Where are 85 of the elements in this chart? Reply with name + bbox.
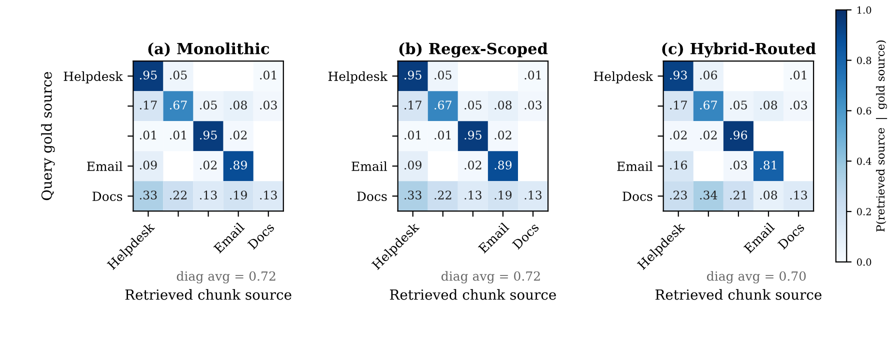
data-label: .02 bbox=[670, 130, 687, 140]
data-label: .13 bbox=[464, 190, 482, 200]
data-label: .81 bbox=[760, 160, 776, 170]
data-label: .95 bbox=[140, 70, 157, 80]
color-bar-label: 0.6 bbox=[856, 107, 872, 115]
y-tick-label: Docs bbox=[92, 192, 122, 202]
data-label: .03 bbox=[524, 100, 542, 110]
data-label: .23 bbox=[670, 190, 687, 200]
color-bar-label: 0.8 bbox=[856, 56, 872, 64]
data-label: .34 bbox=[700, 190, 718, 200]
data-label: .09 bbox=[140, 160, 157, 170]
data-label: .05 bbox=[170, 70, 187, 80]
data-label: .96 bbox=[730, 130, 748, 140]
data-label: .03 bbox=[790, 100, 808, 110]
data-label: .95 bbox=[200, 130, 217, 140]
data-label: .02 bbox=[230, 130, 247, 140]
data-label: .67 bbox=[700, 100, 717, 110]
data-label: .22 bbox=[434, 190, 452, 200]
data-label: .08 bbox=[494, 100, 512, 110]
data-label: .21 bbox=[730, 190, 746, 200]
data-label: .05 bbox=[434, 70, 452, 80]
x-axis-title: Retrieved chunk source bbox=[655, 289, 822, 300]
text: diag avg = 0.72 bbox=[441, 271, 540, 284]
data-label: .13 bbox=[200, 190, 217, 200]
data-label: .95 bbox=[404, 70, 422, 80]
text: diag avg = 0.72 bbox=[176, 271, 276, 284]
data-label: .19 bbox=[230, 190, 247, 200]
data-label: .01 bbox=[170, 130, 186, 140]
data-label: .05 bbox=[730, 100, 747, 110]
data-label: .22 bbox=[170, 190, 186, 200]
color-bar-label: 0.4 bbox=[856, 158, 872, 165]
data-label: .03 bbox=[260, 100, 277, 110]
data-label: .17 bbox=[670, 100, 687, 110]
data-label: .33 bbox=[404, 190, 422, 200]
data-label: .02 bbox=[464, 160, 482, 170]
text: diag avg = 0.70 bbox=[706, 271, 806, 284]
data-label: .01 bbox=[140, 130, 156, 140]
y-tick-label: Helpdesk bbox=[328, 71, 388, 84]
x-axis-title: Retrieved chunk source bbox=[390, 289, 556, 300]
color-bar-label: 0.2 bbox=[856, 208, 871, 216]
data-label: .13 bbox=[524, 190, 542, 200]
data-label: .13 bbox=[790, 190, 808, 200]
data-label: .01 bbox=[260, 70, 276, 80]
data-label: .13 bbox=[260, 190, 277, 200]
y-tick-label: Helpdesk bbox=[594, 71, 654, 84]
y-tick-label: Email bbox=[617, 161, 653, 172]
data-label: .05 bbox=[200, 100, 217, 110]
chart-title: (c) Hybrid-Routed bbox=[662, 42, 816, 58]
data-label: .08 bbox=[230, 100, 247, 110]
data-label: .08 bbox=[760, 190, 778, 200]
data-label: .01 bbox=[404, 130, 421, 140]
data-label: .03 bbox=[730, 160, 747, 170]
data-label: .06 bbox=[700, 70, 718, 80]
data-label: .17 bbox=[140, 100, 157, 110]
y-tick-label: Docs bbox=[357, 192, 387, 202]
data-label: .01 bbox=[524, 70, 541, 80]
data-label: .08 bbox=[760, 100, 778, 110]
y-axis-title: Query gold source bbox=[41, 72, 55, 200]
data-label: .05 bbox=[464, 100, 482, 110]
data-label: .33 bbox=[140, 190, 157, 200]
data-label: .19 bbox=[494, 190, 512, 200]
data-label: .02 bbox=[494, 130, 512, 140]
color-bar-label: 1.0 bbox=[858, 6, 872, 14]
data-label: .09 bbox=[404, 160, 422, 170]
data-label: .89 bbox=[230, 160, 247, 170]
y-tick-label: Docs bbox=[622, 192, 652, 202]
data-label: .89 bbox=[494, 160, 512, 170]
chart-title: (a) Monolithic bbox=[148, 42, 270, 57]
data-label: .93 bbox=[670, 70, 687, 80]
data-label: .16 bbox=[670, 160, 688, 170]
y-tick-label: Helpdesk bbox=[64, 71, 123, 84]
y-tick-label: Email bbox=[87, 161, 122, 172]
data-label: .01 bbox=[790, 70, 806, 80]
x-axis-title: Retrieved chunk source bbox=[125, 289, 292, 300]
data-label: .02 bbox=[700, 130, 717, 140]
y-tick-label: Email bbox=[352, 161, 388, 172]
data-label: .02 bbox=[200, 160, 217, 170]
data-label: .01 bbox=[434, 130, 451, 140]
data-label: .17 bbox=[404, 100, 422, 110]
data-label: .67 bbox=[434, 100, 452, 110]
color-bar-label: 0.0 bbox=[856, 258, 872, 266]
color-bar-title: P(retrieved source | gold source) bbox=[876, 40, 888, 232]
data-label: .95 bbox=[464, 130, 482, 140]
chart-title: (b) Regex-Scoped bbox=[399, 42, 548, 58]
data-label: .67 bbox=[170, 100, 187, 110]
